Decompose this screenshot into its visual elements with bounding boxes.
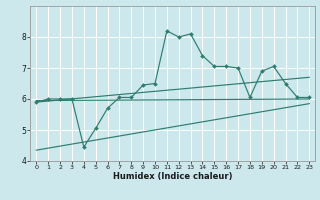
X-axis label: Humidex (Indice chaleur): Humidex (Indice chaleur) <box>113 172 233 181</box>
